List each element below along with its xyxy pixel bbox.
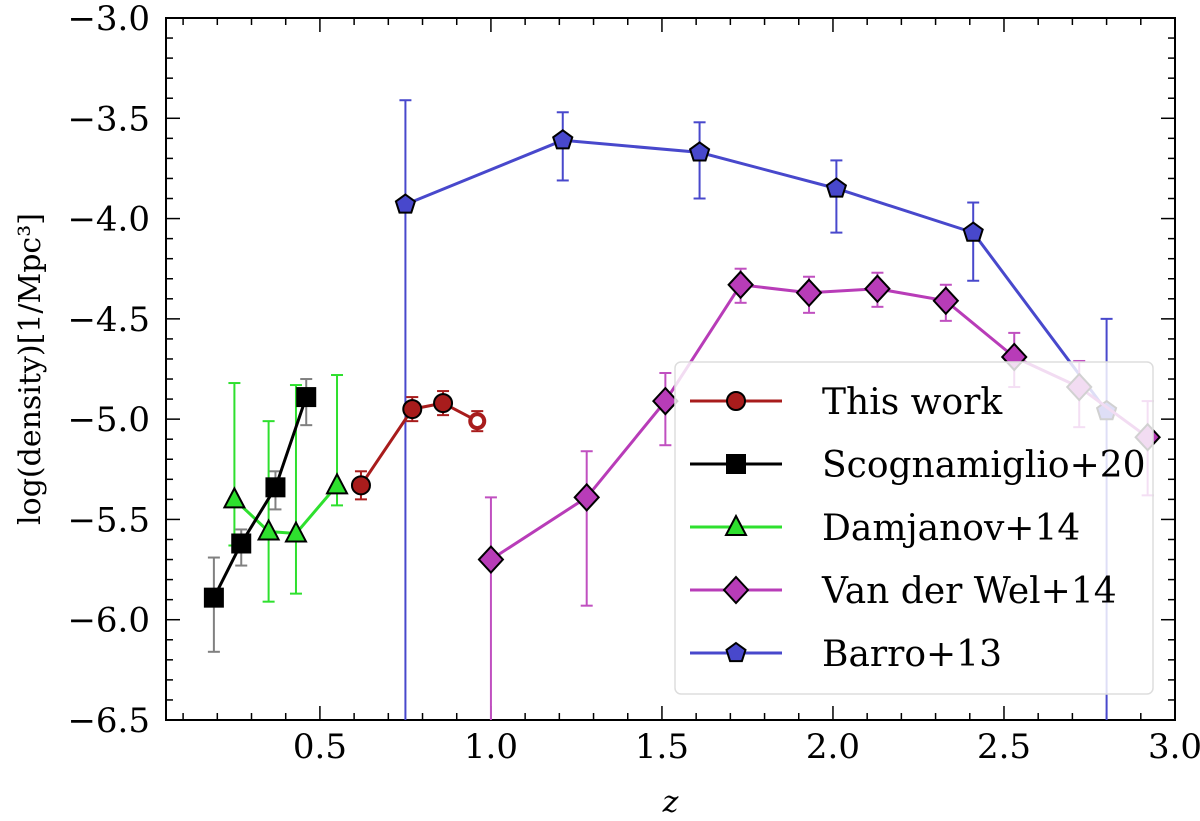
x-tick-label: 0.5 — [293, 727, 347, 767]
series — [203, 99, 1161, 720]
y-tick-label: −6.0 — [67, 601, 150, 641]
data-point — [552, 129, 574, 150]
data-point — [394, 193, 417, 214]
legend: This work Scognamiglio+20 Damjanov+14 Van d… — [674, 361, 1154, 695]
data-point — [825, 177, 848, 198]
legend-label: Van der Wel+14 — [821, 571, 1117, 612]
series-line — [359, 401, 478, 487]
data-point — [296, 387, 317, 408]
x-tick-label: 1.0 — [464, 727, 518, 767]
y-tick-label: −4.0 — [67, 200, 150, 240]
data-point — [256, 518, 281, 541]
data-point — [652, 386, 679, 416]
legend-entry: Barro+13 — [690, 634, 1002, 675]
data-point — [325, 472, 349, 495]
data-point — [433, 393, 454, 414]
legend-entry: Damjanov+14 — [690, 508, 1080, 549]
plot-frame — [165, 17, 1176, 721]
y-tick-label: −5.0 — [67, 400, 150, 440]
series-damjanov-14 — [222, 374, 349, 603]
series-this-work — [350, 390, 487, 501]
data-point — [203, 587, 224, 608]
legend-marker — [725, 641, 747, 663]
series-line — [404, 138, 1108, 412]
series-line — [212, 396, 308, 599]
x-tick-label: 1.5 — [635, 727, 689, 767]
legend-marker — [724, 513, 748, 536]
legend-label: This work — [822, 382, 1003, 423]
x-axis-label: z — [662, 785, 679, 820]
legend-entry: Van der Wel+14 — [690, 571, 1117, 612]
y-tick-label: −3.0 — [67, 0, 150, 39]
legend-box — [674, 361, 1154, 695]
y-tick-label: −5.5 — [67, 500, 150, 540]
data-point — [727, 270, 754, 300]
legend-marker — [726, 391, 746, 411]
y-axis-label: log(density)[1/Mpc³] — [13, 213, 48, 525]
data-point — [402, 399, 423, 420]
data-point — [932, 286, 960, 316]
data-point — [795, 278, 823, 308]
y-tick-label: −3.5 — [67, 99, 150, 139]
data-point — [350, 475, 371, 496]
data-point — [573, 482, 601, 512]
series-scognamiglio-20 — [203, 378, 317, 653]
data-point — [962, 221, 984, 242]
legend-entry: Scognamiglio+20 — [690, 445, 1146, 486]
x-tick-label: 3.0 — [1148, 727, 1200, 767]
data-point — [284, 520, 308, 543]
data-point — [864, 274, 891, 304]
series-line — [233, 484, 339, 536]
x-tick-label: 2.5 — [977, 727, 1031, 767]
legend-marker — [722, 575, 750, 605]
data-point — [265, 477, 286, 498]
data-point — [222, 486, 247, 509]
data-point — [688, 141, 711, 162]
y-tick-label: −6.5 — [67, 701, 150, 741]
y-tick-label: −4.5 — [67, 300, 150, 340]
legend-label: Scognamiglio+20 — [822, 445, 1146, 486]
data-point — [231, 533, 252, 554]
legend-entry: This work — [690, 382, 1003, 423]
legend-label: Barro+13 — [822, 634, 1002, 675]
data-point — [477, 545, 505, 575]
data-point — [468, 412, 487, 431]
x-tick-label: 2.0 — [806, 727, 860, 767]
legend-label: Damjanov+14 — [822, 508, 1080, 549]
legend-marker — [726, 454, 746, 474]
axes: 0.5 1.0 1.5 2.0 2.5 3.0 −3.0 −3.5 −4.0 −4.5 −5.0 −5… — [67, 0, 1200, 767]
